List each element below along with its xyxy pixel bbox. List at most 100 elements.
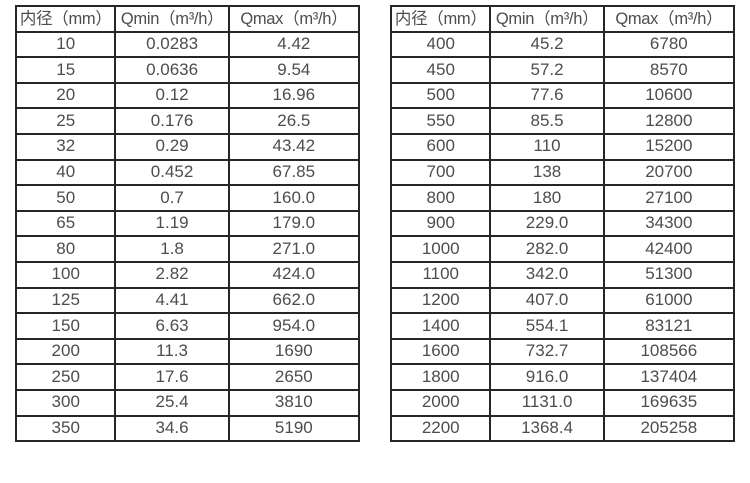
table-row: 1100 342.0 51300 — [389, 260, 736, 289]
table-cell: 0.7 — [114, 184, 230, 212]
table-cell: 1131.0 — [489, 388, 605, 417]
table-cell: 45.2 — [489, 30, 605, 59]
table-cell: 108566 — [602, 337, 736, 366]
table-row: 900 229.0 34300 — [389, 209, 736, 238]
table-cell: 100 — [14, 260, 117, 289]
table-row: 1800 916.0 137404 — [389, 363, 736, 391]
table-cell: 0.452 — [114, 158, 230, 187]
table-cell: 83121 — [602, 312, 736, 340]
table-cell: 11.3 — [114, 337, 230, 366]
table-cell: 160.0 — [227, 184, 361, 212]
table-cell: 77.6 — [489, 81, 605, 110]
table-row: 1400 554.1 83121 — [389, 312, 736, 340]
table-cell: 662.0 — [227, 286, 361, 315]
table-cell: 67.85 — [227, 158, 361, 187]
table-cell: 450 — [389, 56, 492, 84]
table-row: 1600 732.7 108566 — [389, 337, 736, 366]
table-row: 2200 1368.4 205258 — [389, 414, 736, 443]
flow-table-small-diameters: 内径（mm） Qmin（m³/h） Qmax（m³/h） 10 0.0283 4.42 1… — [14, 5, 361, 443]
table-body: 400 45.2 6780 450 57.2 8570 500 77.6 10600 550 85.… — [389, 30, 736, 443]
table-cell: 20 — [14, 81, 117, 110]
column-header: 内径（mm） — [14, 5, 117, 33]
table-cell: 1690 — [227, 337, 361, 366]
table-cell: 85.5 — [489, 107, 605, 135]
flow-table-large-diameters: 内径（mm） Qmin（m³/h） Qmax（m³/h） 400 45.2 6780 45… — [389, 5, 736, 443]
table-cell: 900 — [389, 209, 492, 238]
table-cell: 138 — [489, 158, 605, 187]
table-cell: 1200 — [389, 286, 492, 315]
table-cell: 424.0 — [227, 260, 361, 289]
table-row: 50 0.7 160.0 — [14, 184, 361, 212]
table-row: 65 1.19 179.0 — [14, 209, 361, 238]
table-cell: 0.12 — [114, 81, 230, 110]
table-cell: 342.0 — [489, 260, 605, 289]
table-row: 15 0.0636 9.54 — [14, 56, 361, 84]
table-cell: 1.19 — [114, 209, 230, 238]
table-cell: 125 — [14, 286, 117, 315]
table-row: 100 2.82 424.0 — [14, 260, 361, 289]
table-cell: 40 — [14, 158, 117, 187]
table-cell: 2650 — [227, 363, 361, 391]
table-cell: 12800 — [602, 107, 736, 135]
table-cell: 550 — [389, 107, 492, 135]
diameter-flow-tables-container: 内径（mm） Qmin（m³/h） Qmax（m³/h） 10 0.0283 4.42 1… — [14, 5, 736, 443]
table-cell: 34300 — [602, 209, 736, 238]
table-cell: 6780 — [602, 30, 736, 59]
table-cell: 15 — [14, 56, 117, 84]
table-cell: 150 — [14, 312, 117, 340]
table-row: 80 1.8 271.0 — [14, 235, 361, 263]
table-cell: 2.82 — [114, 260, 230, 289]
table-cell: 50 — [14, 184, 117, 212]
table-cell: 17.6 — [114, 363, 230, 391]
table-row: 2000 1131.0 169635 — [389, 388, 736, 417]
table-cell: 4.42 — [227, 30, 361, 59]
table-cell: 16.96 — [227, 81, 361, 110]
table-cell: 2200 — [389, 414, 492, 443]
table-cell: 3810 — [227, 388, 361, 417]
table-cell: 1000 — [389, 235, 492, 263]
table-row: 20 0.12 16.96 — [14, 81, 361, 110]
table-cell: 43.42 — [227, 132, 361, 161]
table-cell: 42400 — [602, 235, 736, 263]
table-cell: 10 — [14, 30, 117, 59]
table-cell: 180 — [489, 184, 605, 212]
table-cell: 800 — [389, 184, 492, 212]
table-row: 1000 282.0 42400 — [389, 235, 736, 263]
table-row: 250 17.6 2650 — [14, 363, 361, 391]
table-cell: 34.6 — [114, 414, 230, 443]
column-header: Qmax（m³/h） — [602, 5, 736, 33]
table-cell: 1800 — [389, 363, 492, 391]
table-cell: 15200 — [602, 132, 736, 161]
header-row: 内径（mm） Qmin（m³/h） Qmax（m³/h） — [14, 5, 361, 33]
table-cell: 61000 — [602, 286, 736, 315]
table-row: 1200 407.0 61000 — [389, 286, 736, 315]
table-cell: 600 — [389, 132, 492, 161]
table-cell: 205258 — [602, 414, 736, 443]
table-cell: 57.2 — [489, 56, 605, 84]
table-cell: 271.0 — [227, 235, 361, 263]
table-cell: 0.29 — [114, 132, 230, 161]
table-row: 300 25.4 3810 — [14, 388, 361, 417]
table-row: 32 0.29 43.42 — [14, 132, 361, 161]
table-cell: 229.0 — [489, 209, 605, 238]
table-cell: 1368.4 — [489, 414, 605, 443]
table-row: 600 110 15200 — [389, 132, 736, 161]
table-row: 200 11.3 1690 — [14, 337, 361, 366]
header-row: 内径（mm） Qmin（m³/h） Qmax（m³/h） — [389, 5, 736, 33]
table-row: 10 0.0283 4.42 — [14, 30, 361, 59]
table-cell: 25 — [14, 107, 117, 135]
table-cell: 1.8 — [114, 235, 230, 263]
table-cell: 350 — [14, 414, 117, 443]
table-row: 25 0.176 26.5 — [14, 107, 361, 135]
table-cell: 954.0 — [227, 312, 361, 340]
table-cell: 407.0 — [489, 286, 605, 315]
table-cell: 700 — [389, 158, 492, 187]
table-row: 550 85.5 12800 — [389, 107, 736, 135]
table-row: 350 34.6 5190 — [14, 414, 361, 443]
table-cell: 51300 — [602, 260, 736, 289]
table-cell: 25.4 — [114, 388, 230, 417]
table-row: 40 0.452 67.85 — [14, 158, 361, 187]
table-cell: 26.5 — [227, 107, 361, 135]
table-cell: 200 — [14, 337, 117, 366]
table-header: 内径（mm） Qmin（m³/h） Qmax（m³/h） — [14, 5, 361, 33]
